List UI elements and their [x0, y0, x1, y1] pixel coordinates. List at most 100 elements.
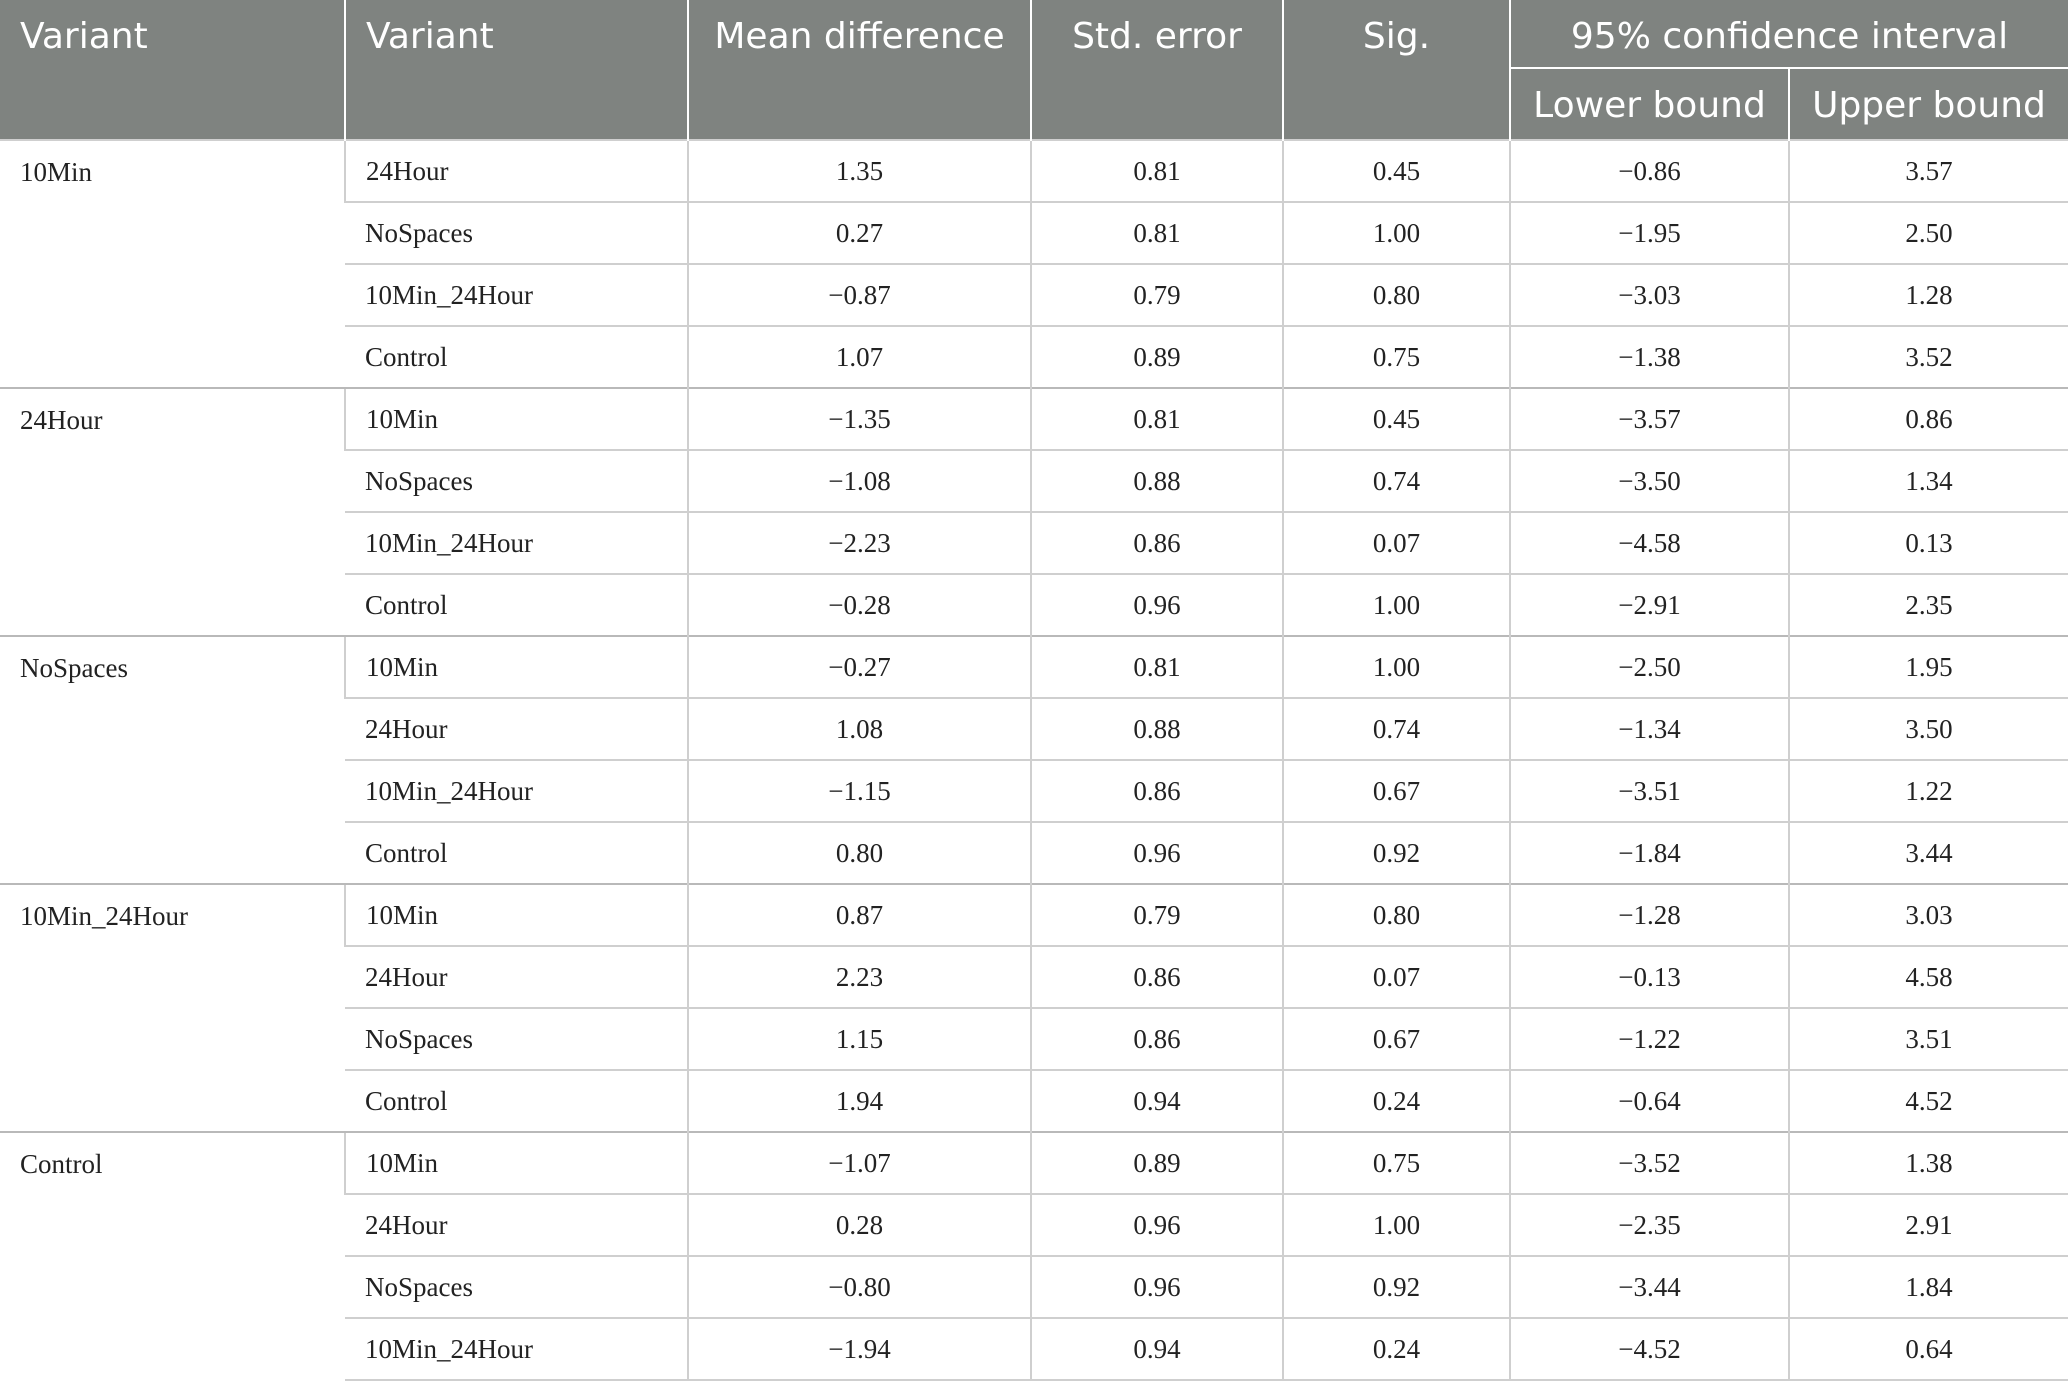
table-row: 10Min_24Hour −0.87 0.79 0.80 −3.03 1.28: [0, 263, 2068, 326]
upper-bound-cell: 1.28: [1787, 263, 2068, 326]
compared-variant-cell: Control: [345, 821, 688, 884]
upper-bound-cell: 0.86: [1787, 387, 2068, 450]
mean-difference-cell: −0.80: [687, 1255, 1031, 1318]
std-error-cell: 0.79: [1030, 263, 1283, 326]
upper-bound-cell: 3.44: [1787, 821, 2068, 884]
upper-bound-cell: 0.13: [1787, 511, 2068, 574]
variant-group-cell: Control: [0, 1131, 345, 1380]
mean-difference-cell: −1.94: [687, 1317, 1031, 1381]
lower-bound-cell: −1.95: [1509, 201, 1789, 264]
table-row: 10Min_24Hour −1.94 0.94 0.24 −4.52 0.64: [0, 1317, 2068, 1381]
lower-bound-cell: −3.50: [1509, 449, 1789, 512]
lower-bound-cell: −4.52: [1509, 1317, 1789, 1381]
lower-bound-cell: −2.91: [1509, 573, 1789, 636]
lower-bound-cell: −1.22: [1509, 1007, 1789, 1070]
table-row: 10Min 24Hour 1.35 0.81 0.45 −0.86 3.57: [0, 139, 2068, 388]
header-sig: Sig.: [1282, 0, 1510, 140]
sig-cell: 0.92: [1282, 821, 1510, 884]
sig-cell: 0.67: [1282, 1007, 1510, 1070]
std-error-cell: 0.86: [1030, 1007, 1283, 1070]
table-body: 10Min 24Hour 1.35 0.81 0.45 −0.86 3.57 NoSpaces…: [0, 139, 2068, 1381]
std-error-cell: 0.81: [1030, 635, 1283, 698]
upper-bound-cell: 4.58: [1787, 945, 2068, 1008]
compared-variant-cell: NoSpaces: [345, 449, 688, 512]
table-row: Control 1.94 0.94 0.24 −0.64 4.52: [0, 1069, 2068, 1132]
mean-difference-cell: 1.07: [687, 325, 1031, 388]
compared-variant-cell: 10Min_24Hour: [345, 759, 688, 822]
sig-cell: 0.74: [1282, 697, 1510, 760]
compared-variant-cell: NoSpaces: [345, 1007, 688, 1070]
lower-bound-cell: −3.03: [1509, 263, 1789, 326]
upper-bound-cell: 4.52: [1787, 1069, 2068, 1132]
table-row: Control 0.80 0.96 0.92 −1.84 3.44: [0, 821, 2068, 884]
mean-difference-cell: 1.94: [687, 1069, 1031, 1132]
sig-cell: 0.67: [1282, 759, 1510, 822]
table-row: 24Hour 10Min −1.35 0.81 0.45 −3.57 0.86: [0, 387, 2068, 636]
compared-variant-cell: NoSpaces: [345, 1255, 688, 1318]
compared-variant-cell: 24Hour: [345, 1193, 688, 1256]
std-error-cell: 0.88: [1030, 697, 1283, 760]
table-row: Control 10Min −1.07 0.89 0.75 −3.52 1.38: [0, 1131, 2068, 1380]
std-error-cell: 0.86: [1030, 945, 1283, 1008]
std-error-cell: 0.96: [1030, 821, 1283, 884]
sig-cell: 0.75: [1282, 325, 1510, 388]
lower-bound-cell: −3.51: [1509, 759, 1789, 822]
sig-cell: 0.75: [1282, 1131, 1510, 1194]
table-row: Control −0.28 0.96 1.00 −2.91 2.35: [0, 573, 2068, 636]
compared-variant-cell: 10Min: [344, 1131, 688, 1194]
compared-variant-cell: Control: [345, 573, 688, 636]
variant-group-cell: 10Min: [0, 139, 345, 388]
table-row: NoSpaces 1.15 0.86 0.67 −1.22 3.51: [0, 1007, 2068, 1070]
table-row: 10Min_24Hour −1.15 0.86 0.67 −3.51 1.22: [0, 759, 2068, 822]
upper-bound-cell: 3.51: [1787, 1007, 2068, 1070]
compared-variant-cell: 10Min_24Hour: [345, 263, 688, 326]
compared-variant-cell: Control: [345, 325, 688, 388]
compared-variant-cell: 10Min: [344, 635, 688, 698]
upper-bound-cell: 3.57: [1787, 139, 2068, 202]
lower-bound-cell: −0.64: [1509, 1069, 1789, 1132]
lower-bound-cell: −2.50: [1509, 635, 1789, 698]
mean-difference-cell: −0.87: [687, 263, 1031, 326]
sig-cell: 0.07: [1282, 511, 1510, 574]
table-row: NoSpaces −1.08 0.88 0.74 −3.50 1.34: [0, 449, 2068, 512]
lower-bound-cell: −1.28: [1509, 883, 1789, 946]
upper-bound-cell: 2.35: [1787, 573, 2068, 636]
std-error-cell: 0.81: [1030, 139, 1283, 202]
compared-variant-cell: 24Hour: [344, 139, 688, 202]
compared-variant-cell: 10Min: [344, 387, 688, 450]
mean-difference-cell: 0.87: [687, 883, 1031, 946]
upper-bound-cell: 0.64: [1787, 1317, 2068, 1381]
lower-bound-cell: −3.52: [1509, 1131, 1789, 1194]
upper-bound-cell: 3.52: [1787, 325, 2068, 388]
std-error-cell: 0.94: [1030, 1317, 1283, 1381]
std-error-cell: 0.86: [1030, 511, 1283, 574]
header-mean-difference: Mean difference: [687, 0, 1031, 140]
std-error-cell: 0.89: [1030, 1131, 1283, 1194]
sig-cell: 0.24: [1282, 1069, 1510, 1132]
variant-group-cell: 24Hour: [0, 387, 345, 636]
table-row: 10Min_24Hour −2.23 0.86 0.07 −4.58 0.13: [0, 511, 2068, 574]
std-error-cell: 0.94: [1030, 1069, 1283, 1132]
header-variant-2: Variant: [344, 0, 688, 140]
sig-cell: 0.80: [1282, 263, 1510, 326]
mean-difference-cell: −1.35: [687, 387, 1031, 450]
header-std-error: Std. error: [1030, 0, 1283, 140]
sig-cell: 0.07: [1282, 945, 1510, 1008]
std-error-cell: 0.86: [1030, 759, 1283, 822]
mean-difference-cell: 0.80: [687, 821, 1031, 884]
variant-group-cell: 10Min_24Hour: [0, 883, 345, 1132]
header-upper-bound: Upper bound: [1787, 68, 2068, 140]
table-row: 24Hour 1.08 0.88 0.74 −1.34 3.50: [0, 697, 2068, 760]
sig-cell: 1.00: [1282, 635, 1510, 698]
table-header: Variant Variant Mean difference Std. err…: [0, 0, 2068, 140]
table-row: 24Hour 2.23 0.86 0.07 −0.13 4.58: [0, 945, 2068, 1008]
lower-bound-cell: −1.84: [1509, 821, 1789, 884]
upper-bound-cell: 3.03: [1787, 883, 2068, 946]
std-error-cell: 0.81: [1030, 387, 1283, 450]
mean-difference-cell: −2.23: [687, 511, 1031, 574]
compared-variant-cell: 10Min_24Hour: [345, 1317, 688, 1381]
std-error-cell: 0.81: [1030, 201, 1283, 264]
mean-difference-cell: 1.08: [687, 697, 1031, 760]
sig-cell: 0.74: [1282, 449, 1510, 512]
